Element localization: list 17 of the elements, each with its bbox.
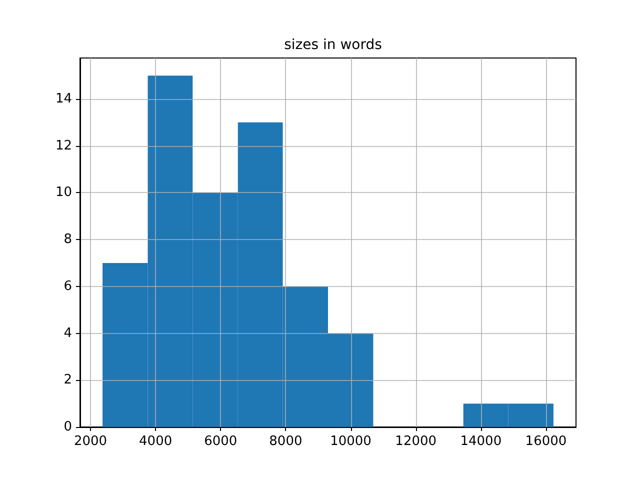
x-tick-label: 16000 (525, 434, 567, 449)
y-tick-label: 6 (64, 278, 72, 294)
x-tick-label: 4000 (139, 434, 172, 449)
x-tick-label: 6000 (204, 434, 238, 449)
y-tick-label: 0 (64, 420, 72, 434)
x-tick-label: 12000 (395, 434, 437, 449)
y-tick-label: 12 (55, 138, 72, 154)
y-tick-label: 4 (64, 326, 72, 341)
y-tick-label: 2 (64, 372, 72, 388)
chart-title: sizes in words (284, 37, 382, 53)
x-tick-label: 14000 (460, 434, 502, 449)
x-tick-label: 10000 (330, 434, 372, 449)
x-tick-label: 8000 (269, 434, 302, 449)
y-tick-label: 8 (64, 232, 72, 248)
y-tick-label: 14 (55, 92, 72, 106)
x-tick-label: 2000 (74, 434, 108, 449)
y-tick-label: 10 (55, 185, 72, 200)
